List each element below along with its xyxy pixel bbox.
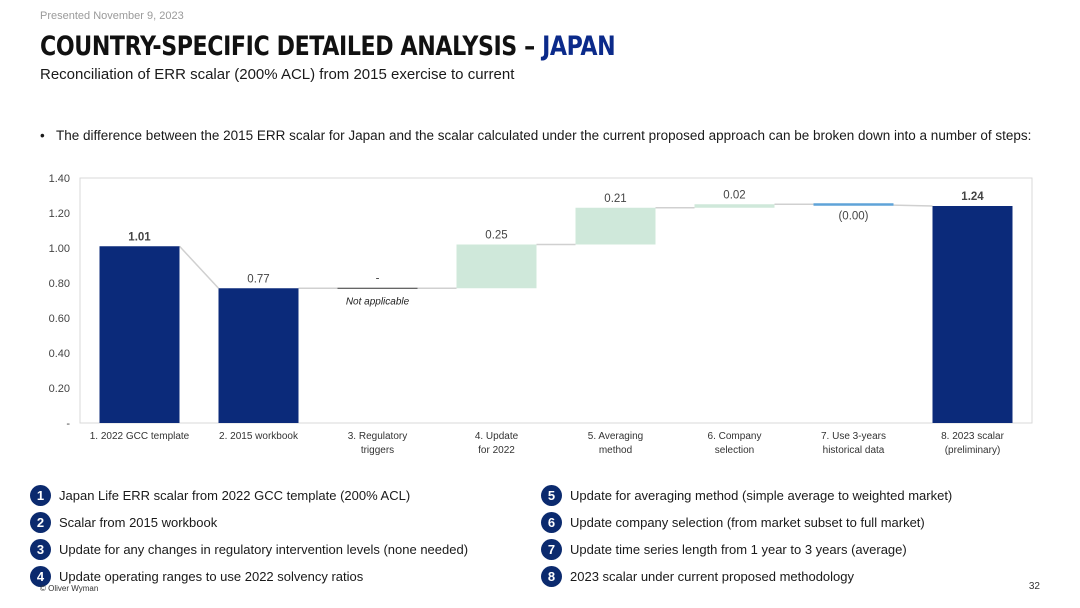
step-number-badge: 6 xyxy=(541,512,562,533)
category-label: 5. Averaging xyxy=(588,431,643,442)
category-label: for 2022 xyxy=(478,445,515,456)
legend-item: 5 Update for averaging method (simple ave… xyxy=(541,482,952,509)
legend-text: Scalar from 2015 workbook xyxy=(59,515,218,530)
plot-area xyxy=(79,177,1033,424)
step-number-badge: 4 xyxy=(30,566,51,587)
legend-text: Update company selection (from market su… xyxy=(570,515,925,530)
category-label: triggers xyxy=(361,445,394,456)
bar xyxy=(932,206,1013,423)
page-title: COUNTRY-SPECIFIC DETAILED ANALYSIS – JAP… xyxy=(40,31,616,62)
data-label: 1.24 xyxy=(961,191,984,203)
bar xyxy=(99,246,180,423)
data-label: 0.77 xyxy=(247,273,269,285)
title-main: COUNTRY-SPECIFIC DETAILED ANALYSIS – xyxy=(40,31,543,62)
category-label: 8. 2023 scalar xyxy=(941,431,1004,442)
step-number-badge: 5 xyxy=(541,485,562,506)
data-label: 1.01 xyxy=(128,231,151,243)
y-tick-label: 1.20 xyxy=(49,208,70,220)
category-label: historical data xyxy=(823,445,885,456)
legend-item: 4 Update operating ranges to use 2022 sol… xyxy=(30,563,468,590)
connector-line xyxy=(893,204,933,207)
category-label: 6. Company xyxy=(708,431,762,442)
category-label: 7. Use 3-years xyxy=(821,431,886,442)
data-label: - xyxy=(376,272,380,284)
bar xyxy=(456,244,537,289)
bar xyxy=(218,288,299,423)
legend-text: Japan Life ERR scalar from 2022 GCC temp… xyxy=(59,488,411,503)
legend-text: Update time series length from 1 year to… xyxy=(570,542,907,557)
y-tick-label: - xyxy=(66,418,70,430)
category-label: (preliminary) xyxy=(945,445,1001,456)
legend-text: Update for any changes in regulatory int… xyxy=(59,542,469,557)
category-label: method xyxy=(599,445,632,456)
step-number-badge: 7 xyxy=(541,539,562,560)
legend-item: 1 Japan Life ERR scalar from 2022 GCC tem… xyxy=(30,482,468,509)
legend-right: 5 Update for averaging method (simple ave… xyxy=(541,482,952,590)
data-label: 0.02 xyxy=(723,189,745,201)
bar xyxy=(694,204,775,208)
category-label: 4. Update xyxy=(475,431,519,442)
title-country: JAPAN xyxy=(542,31,616,62)
legend-text: Update for averaging method (simple aver… xyxy=(570,488,953,503)
connector-line xyxy=(178,245,220,289)
step-number-badge: 8 xyxy=(541,566,562,587)
y-tick-label: 0.60 xyxy=(49,313,70,325)
legend-item: 8 2023 scalar under current proposed meth… xyxy=(541,563,952,590)
y-tick-label: 1.40 xyxy=(49,173,70,185)
legend-item: 3 Update for any changes in regulatory in… xyxy=(30,536,468,563)
intro-bullet: The difference between the 2015 ERR scal… xyxy=(40,126,1050,146)
copyright: © Oliver Wyman xyxy=(40,584,99,593)
category-label: selection xyxy=(715,445,754,456)
y-tick-label: 1.00 xyxy=(49,243,70,255)
data-label: 0.21 xyxy=(604,193,626,205)
y-tick-label: 0.20 xyxy=(49,383,70,395)
step-number-badge: 1 xyxy=(30,485,51,506)
category-label: 3. Regulatory xyxy=(348,431,407,442)
bar xyxy=(813,203,894,206)
page-number: 32 xyxy=(1028,581,1040,592)
data-label: (0.00) xyxy=(838,210,868,222)
y-tick-label: 0.40 xyxy=(49,348,70,360)
legend-item: 2 Scalar from 2015 workbook xyxy=(30,509,468,536)
step-number-badge: 3 xyxy=(30,539,51,560)
waterfall-chart: - 0.20 0.40 0.60 0.80 1.00 1.20 1.40 1.01 1. 2022… xyxy=(49,173,1033,456)
legend-item: 6 Update company selection (from market s… xyxy=(541,509,952,536)
page-subtitle: Reconciliation of ERR scalar (200% ACL) … xyxy=(40,66,515,83)
not-applicable-annotation: Not applicable xyxy=(346,296,410,307)
category-label: 2. 2015 workbook xyxy=(219,431,299,442)
data-label: 0.25 xyxy=(485,230,507,242)
legend-left: 1 Japan Life ERR scalar from 2022 GCC tem… xyxy=(30,482,468,590)
category-label: 1. 2022 GCC template xyxy=(90,431,190,442)
legend-text: 2023 scalar under current proposed metho… xyxy=(570,569,855,584)
step-number-badge: 2 xyxy=(30,512,51,533)
presented-date: Presented November 9, 2023 xyxy=(40,10,184,22)
y-tick-label: 0.80 xyxy=(49,278,70,290)
bar xyxy=(575,207,656,245)
legend-text: Update operating ranges to use 2022 solv… xyxy=(59,569,364,584)
legend-item: 7 Update time series length from 1 year t… xyxy=(541,536,952,563)
